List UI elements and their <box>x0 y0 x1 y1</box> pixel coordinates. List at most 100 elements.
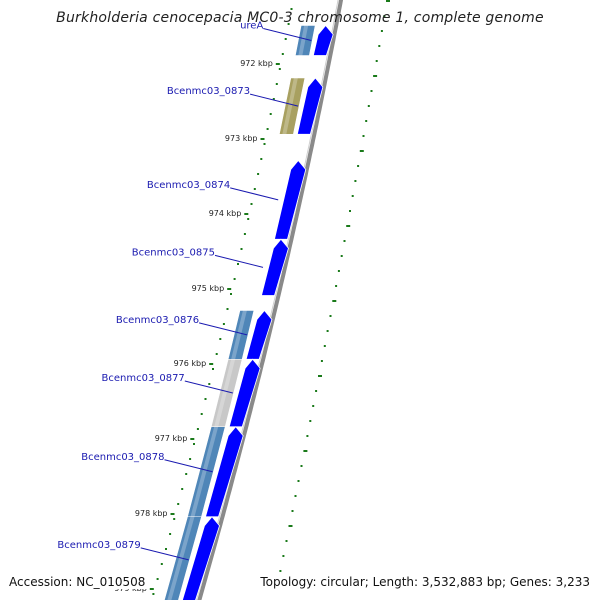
ring-dot <box>237 263 239 265</box>
ring-dot <box>189 458 192 460</box>
ring-dot <box>193 443 195 445</box>
feature-highlight <box>231 310 247 360</box>
ring-dot <box>169 533 172 535</box>
ring-dot <box>152 593 155 595</box>
tick-label: 974 kbp <box>209 209 242 218</box>
ring-dot <box>288 525 293 527</box>
tick-mark <box>170 513 175 515</box>
feature-highlight <box>214 359 236 427</box>
tick-label: 977 kbp <box>155 434 188 443</box>
ring-dot <box>284 38 287 40</box>
ring-dot <box>279 570 282 572</box>
ring-dot <box>233 278 236 280</box>
gene-labels[interactable]: ureA Bcenmc03_0873 Bcenmc03_0874 Bcenmc03_0… <box>57 21 312 561</box>
tick-label: 973 kbp <box>225 134 258 143</box>
gene-label[interactable]: Bcenmc03_0875 <box>132 247 215 258</box>
gene-label[interactable]: Bcenmc03_0877 <box>102 373 185 384</box>
feature-highlight <box>282 78 298 135</box>
ring-dot <box>373 75 378 77</box>
tick-label: 976 kbp <box>174 359 207 368</box>
cds-arrow <box>182 516 220 600</box>
ring-dot <box>260 158 263 160</box>
ring-dot <box>297 480 300 482</box>
leader-line <box>249 93 299 107</box>
ring-dot <box>357 165 360 167</box>
ring-dot <box>281 53 284 55</box>
ring-dot <box>383 15 386 17</box>
ring-dot <box>240 248 243 250</box>
genome-summary: Topology: circular; Length: 3,532,883 bp… <box>256 575 590 589</box>
ring-dot <box>219 338 222 340</box>
cds-arrow <box>296 77 324 135</box>
ring-dot <box>351 195 354 197</box>
gene-label[interactable]: Bcenmc03_0878 <box>81 452 164 463</box>
ring-dot <box>303 450 308 452</box>
gene-label[interactable]: Bcenmc03_0879 <box>57 540 140 551</box>
ring-dot <box>362 135 365 137</box>
ring-dot <box>160 563 163 565</box>
cds-arrow <box>312 24 334 56</box>
ring-dot <box>318 375 322 377</box>
tick-mark <box>209 363 214 365</box>
ring-dot <box>181 488 184 490</box>
ring-dot <box>306 435 309 437</box>
ring-dot <box>367 105 370 107</box>
outer-tick-ring <box>276 0 390 587</box>
ring-dot <box>257 173 260 175</box>
gene-label[interactable]: ureA <box>240 21 263 32</box>
ring-dot <box>375 60 378 62</box>
inner-tick-ring <box>152 8 293 595</box>
ring-dot <box>378 45 381 47</box>
ring-dot <box>243 233 246 235</box>
ring-dot <box>294 495 297 497</box>
ring-dot <box>247 218 250 220</box>
ring-dot <box>346 225 351 227</box>
ring-dot <box>354 180 357 182</box>
tick-mark <box>149 588 154 590</box>
gene-label[interactable]: Bcenmc03_0876 <box>116 315 199 326</box>
ring-dot <box>291 510 294 512</box>
tick-mark <box>190 438 195 440</box>
feature-highlight <box>298 25 309 56</box>
ring-dot <box>337 270 340 272</box>
leader-line <box>214 254 264 268</box>
ring-dot <box>196 428 199 430</box>
cds-track <box>182 24 334 600</box>
tick-mark <box>244 213 249 215</box>
ring-dot <box>359 150 364 152</box>
ring-dot <box>300 465 303 467</box>
ring-dot <box>290 8 293 10</box>
ring-dot <box>275 83 278 85</box>
ring-dot <box>320 360 323 362</box>
ring-dot <box>208 383 211 385</box>
ring-dot <box>309 420 312 422</box>
gene-label[interactable]: Bcenmc03_0874 <box>147 180 230 191</box>
ring-dot <box>329 315 332 317</box>
ring-dot <box>335 285 338 287</box>
ring-dot <box>212 368 214 370</box>
ring-dot <box>315 390 318 392</box>
ring-dot <box>253 188 256 190</box>
ring-dot <box>326 330 329 332</box>
ring-dot <box>312 405 315 407</box>
ring-dot <box>349 210 351 212</box>
ring-dot <box>165 548 167 550</box>
ring-dot <box>230 293 232 295</box>
ring-dot <box>285 540 288 542</box>
ring-dot <box>222 323 225 325</box>
ring-dot <box>215 353 218 355</box>
ring-dot <box>380 30 383 32</box>
tick-mark <box>227 288 232 290</box>
backbone-line <box>197 0 344 600</box>
ring-dot <box>269 113 272 115</box>
map-title: Burkholderia cenocepacia MC0-3 chromosom… <box>56 10 544 26</box>
leader-line <box>184 380 233 394</box>
gene-label[interactable]: Bcenmc03_0873 <box>167 86 250 97</box>
ring-dot <box>386 0 390 2</box>
leader-line <box>198 322 248 336</box>
ring-dot <box>266 128 269 130</box>
ring-dot <box>226 308 229 310</box>
ring-dot <box>370 90 373 92</box>
feature-block <box>278 77 306 135</box>
